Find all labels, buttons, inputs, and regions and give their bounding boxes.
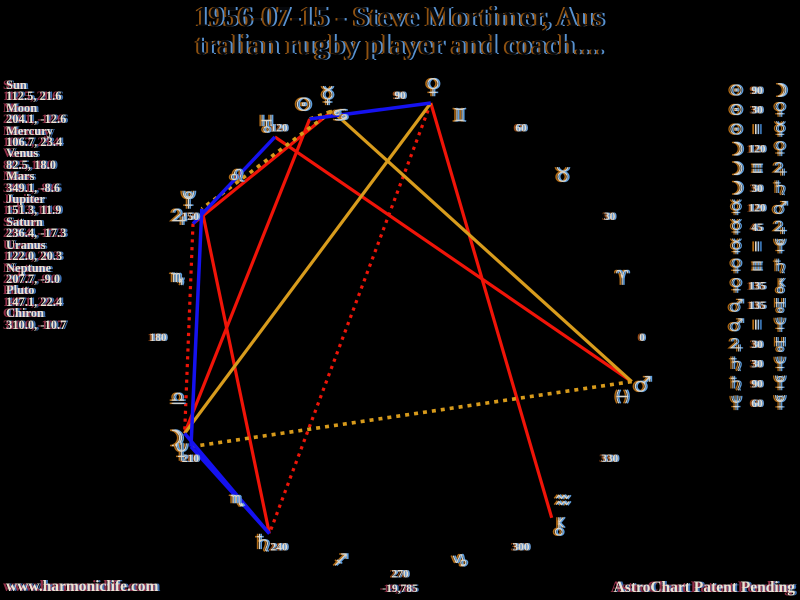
svg-text:270: 270: [391, 569, 409, 581]
svg-text:135: 135: [746, 300, 764, 312]
svg-text:120: 120: [750, 144, 768, 156]
svg-text:240: 240: [270, 542, 288, 554]
svg-text:150: 150: [183, 211, 201, 223]
svg-text:30: 30: [753, 339, 765, 351]
svg-text:30: 30: [751, 105, 763, 117]
svg-text:90: 90: [751, 85, 763, 97]
svg-text:330: 330: [603, 453, 621, 465]
svg-text:45: 45: [751, 222, 763, 234]
svg-text:135: 135: [750, 300, 768, 312]
svg-text:60: 60: [517, 122, 529, 134]
svg-text:30: 30: [753, 183, 765, 195]
svg-text:135: 135: [746, 281, 764, 293]
svg-text:30: 30: [751, 359, 763, 371]
svg-text:135: 135: [748, 300, 766, 312]
svg-text:240: 240: [272, 542, 290, 554]
svg-text:90: 90: [751, 378, 763, 390]
svg-text:30: 30: [605, 211, 617, 223]
svg-text:90: 90: [396, 90, 408, 102]
svg-text:300: 300: [512, 542, 530, 554]
svg-text:120: 120: [750, 202, 768, 214]
svg-text:30: 30: [753, 105, 765, 117]
svg-text:45: 45: [749, 222, 761, 234]
svg-text:0: 0: [639, 332, 645, 344]
svg-text:300: 300: [514, 542, 532, 554]
svg-text:90: 90: [394, 90, 406, 102]
svg-text:180: 180: [149, 332, 167, 344]
svg-text:180: 180: [147, 332, 165, 344]
svg-text:240: 240: [268, 542, 286, 554]
svg-text:135: 135: [750, 281, 768, 293]
svg-text:210: 210: [183, 453, 201, 465]
svg-text:300: 300: [510, 542, 528, 554]
svg-text:0: 0: [637, 332, 643, 344]
svg-text:270: 270: [393, 569, 411, 581]
svg-text:30: 30: [749, 183, 761, 195]
svg-text:30: 30: [749, 339, 761, 351]
svg-text:60: 60: [753, 398, 765, 410]
svg-text:60: 60: [749, 398, 761, 410]
svg-text:270: 270: [389, 569, 407, 581]
svg-text:135: 135: [748, 281, 766, 293]
svg-text:180: 180: [151, 332, 169, 344]
svg-text:90: 90: [749, 378, 761, 390]
svg-text:45: 45: [753, 222, 765, 234]
svg-text:30: 30: [602, 211, 614, 223]
svg-text:60: 60: [515, 122, 527, 134]
svg-text:210: 210: [182, 453, 200, 465]
svg-text:30: 30: [753, 359, 765, 371]
svg-text:120: 120: [272, 122, 290, 134]
svg-text:90: 90: [392, 90, 404, 102]
svg-text:120: 120: [748, 144, 766, 156]
svg-text:30: 30: [604, 211, 616, 223]
svg-text:120: 120: [746, 144, 764, 156]
svg-text:30: 30: [749, 359, 761, 371]
svg-text:120: 120: [748, 202, 766, 214]
svg-text:120: 120: [746, 202, 764, 214]
svg-text:90: 90: [753, 378, 765, 390]
svg-text:90: 90: [753, 85, 765, 97]
svg-text:60: 60: [513, 122, 525, 134]
svg-text:90: 90: [749, 85, 761, 97]
svg-text:0: 0: [641, 332, 647, 344]
svg-text:30: 30: [751, 183, 763, 195]
svg-text:120: 120: [270, 122, 288, 134]
svg-text:30: 30: [749, 105, 761, 117]
svg-text:60: 60: [751, 398, 763, 410]
svg-text:330: 330: [599, 453, 617, 465]
svg-text:30: 30: [751, 339, 763, 351]
svg-text:330: 330: [601, 453, 619, 465]
